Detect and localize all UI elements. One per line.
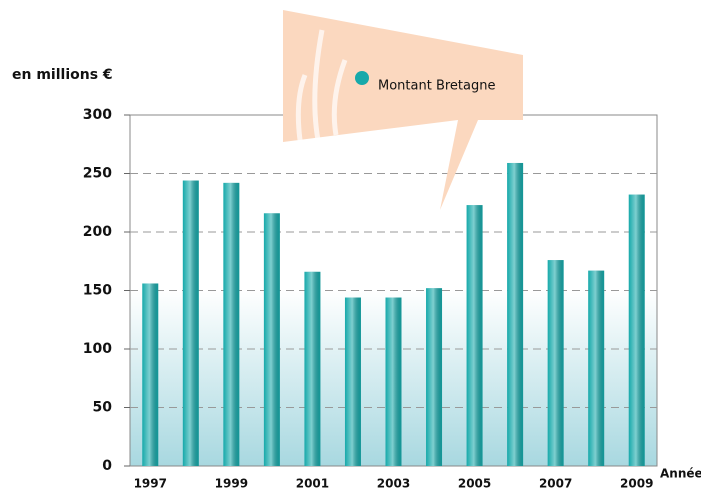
x-tick-label: 2005 xyxy=(458,477,491,491)
bar-shine xyxy=(142,283,158,466)
x-tick-label: 2007 xyxy=(539,477,572,491)
legend-label: Montant Bretagne xyxy=(378,79,495,94)
bar-shine xyxy=(467,205,483,466)
y-tick-label: 150 xyxy=(83,283,112,299)
bar-shine xyxy=(386,298,402,466)
bar-shine xyxy=(588,271,604,466)
y-tick-label: 300 xyxy=(83,107,112,123)
y-tick-label: 250 xyxy=(83,166,112,182)
bar-shine xyxy=(426,288,442,466)
bar-shine xyxy=(345,298,361,466)
chart-title: en millions € xyxy=(12,67,113,83)
bar-shine xyxy=(629,195,645,466)
bar-shine xyxy=(548,260,564,466)
y-tick-label: 200 xyxy=(83,224,112,240)
x-tick-label: 1997 xyxy=(134,477,167,491)
bar-shine xyxy=(304,272,320,466)
x-tick-label: 2001 xyxy=(296,477,329,491)
y-tick-label: 0 xyxy=(102,458,112,474)
bar-shine xyxy=(264,213,280,466)
x-axis-label: Année xyxy=(660,467,701,481)
bar-shine xyxy=(183,181,199,466)
x-tick-label: 2003 xyxy=(377,477,410,491)
legend-marker xyxy=(355,71,369,85)
x-tick-label: 2009 xyxy=(620,477,653,491)
y-tick-label: 50 xyxy=(93,400,113,416)
bar-shine xyxy=(507,163,523,466)
bar-shine xyxy=(223,183,239,466)
chart: en millions € Année 0 50 100 150 200 250 300 19… xyxy=(0,0,701,493)
y-tick-label: 100 xyxy=(83,341,112,357)
x-tick-label: 1999 xyxy=(215,477,248,491)
